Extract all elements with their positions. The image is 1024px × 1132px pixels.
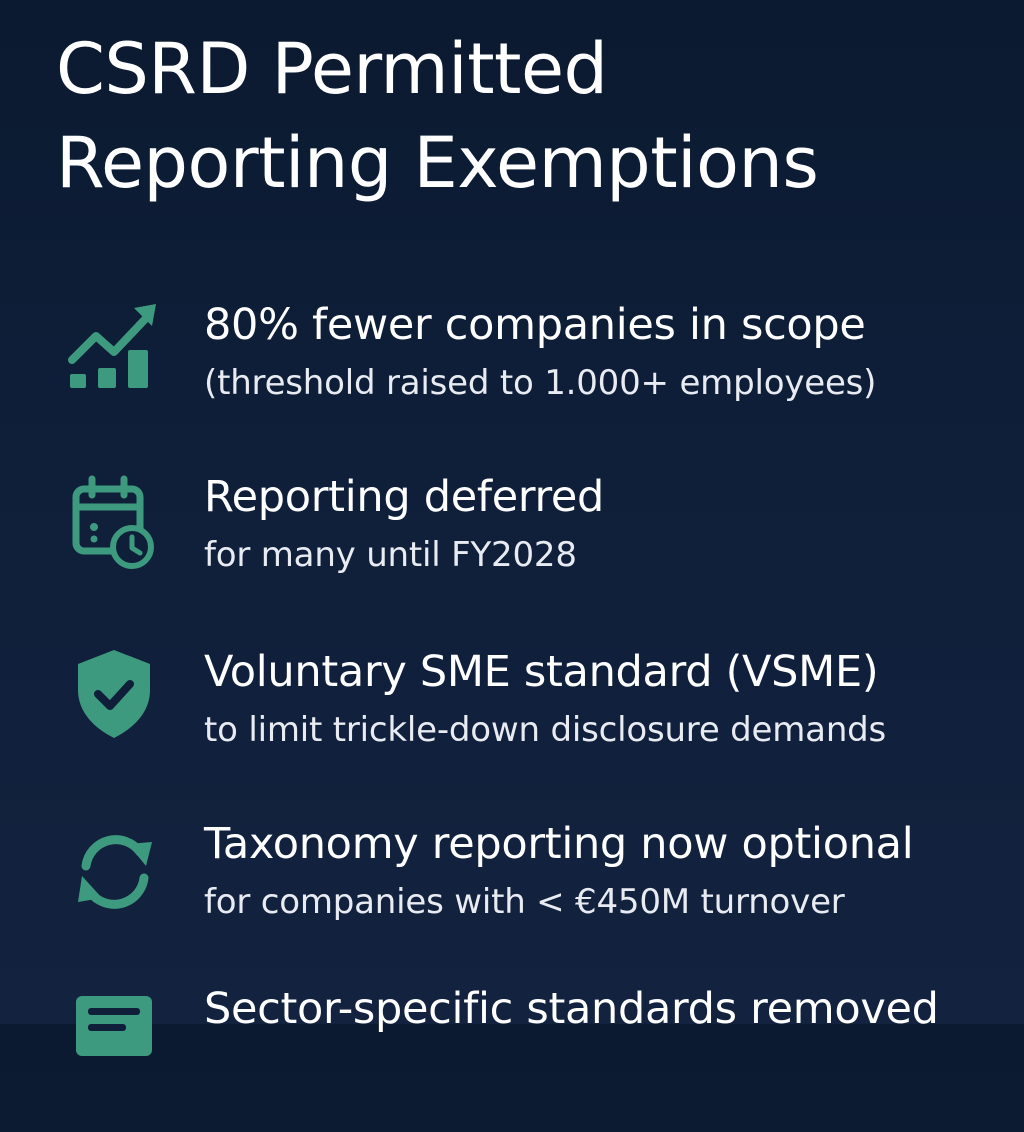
page-title: CSRD Permitted Reporting Exemptions — [56, 22, 819, 210]
refresh-icon — [66, 822, 162, 918]
exemption-item-sector: Sector-specific standards removed — [0, 982, 1024, 1132]
title-line-1: CSRD Permitted — [56, 28, 608, 110]
item-headline: Taxonomy reporting now optional — [204, 819, 914, 869]
item-subtext: for companies with < €450M turnover — [204, 882, 845, 922]
shield-check-icon — [66, 646, 162, 742]
item-subtext: for many until FY2028 — [204, 535, 577, 575]
exemption-item-deferral: Reporting deferred for many until FY2028 — [0, 465, 1024, 615]
infographic-page: CSRD Permitted Reporting Exemptions 80% … — [0, 22, 1024, 1056]
item-headline: Voluntary SME standard (VSME) — [204, 647, 879, 697]
calendar-clock-icon — [66, 475, 162, 571]
exemption-item-scope: 80% fewer companies in scope (threshold … — [0, 290, 1024, 440]
title-line-2: Reporting Exemptions — [56, 122, 819, 204]
growth-chart-icon — [66, 298, 162, 394]
document-lines-icon — [66, 994, 162, 1090]
exemption-item-taxonomy: Taxonomy reporting now optional for comp… — [0, 812, 1024, 962]
item-subtext: (threshold raised to 1.000+ employees) — [204, 363, 877, 403]
item-headline: 80% fewer companies in scope — [204, 300, 866, 350]
exemption-item-vsme: Voluntary SME standard (VSME) to limit t… — [0, 640, 1024, 790]
item-headline: Reporting deferred — [204, 472, 605, 522]
item-subtext: to limit trickle-down disclosure demands — [204, 710, 887, 750]
item-headline: Sector-specific standards removed — [204, 984, 939, 1034]
